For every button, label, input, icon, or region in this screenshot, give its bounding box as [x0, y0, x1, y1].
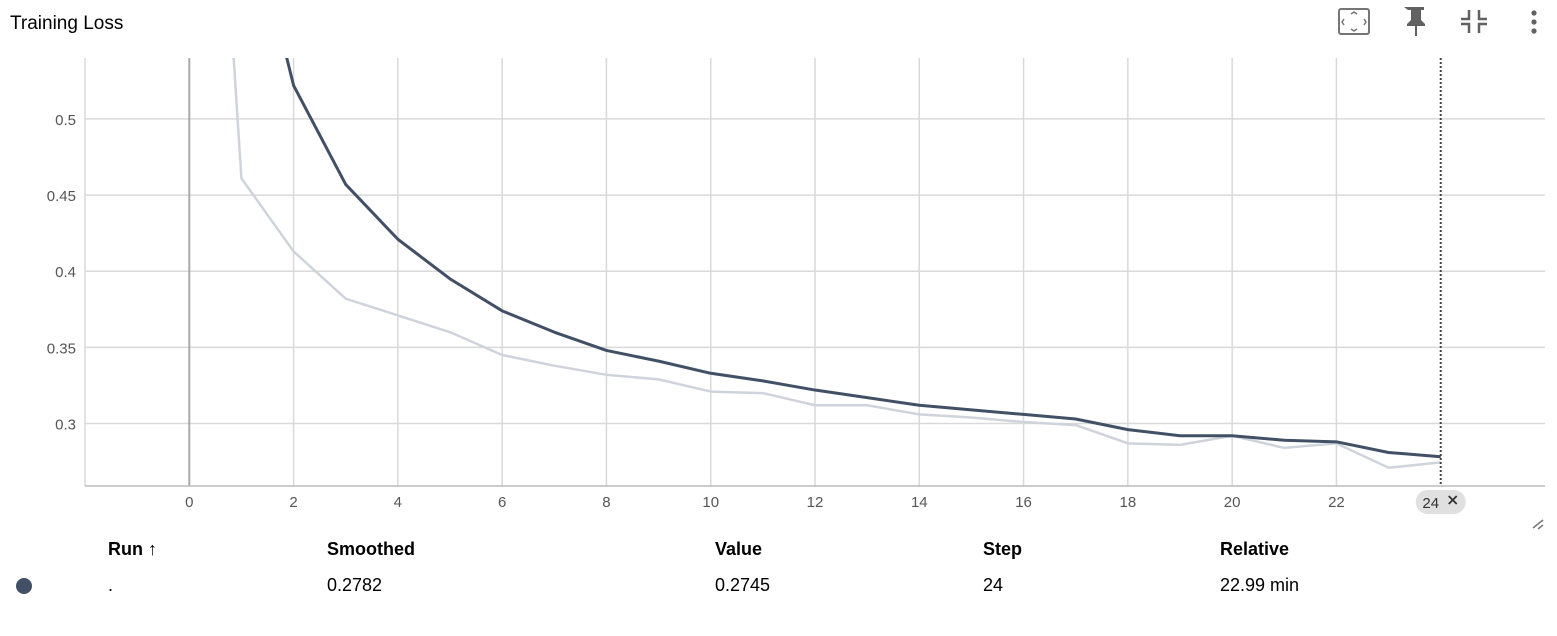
- x-tick-label: 12: [807, 494, 824, 511]
- x-tick-label: 4: [394, 494, 402, 511]
- x-tick-label: 16: [1015, 494, 1032, 511]
- x-tick-label: 10: [702, 494, 719, 511]
- menu-icon[interactable]: [1531, 10, 1537, 34]
- plot: 0.30.350.40.450.50 2 4 6 8 10 12 14 16 18 20 22 24: [47, 58, 1545, 514]
- table-cell: .: [108, 575, 113, 595]
- column-header: Step: [983, 539, 1022, 559]
- column-header: Run ↑: [108, 539, 157, 559]
- resize-handle[interactable]: [1532, 519, 1544, 530]
- x-tick-label: 2: [289, 494, 297, 511]
- series-line: [285, 58, 1441, 459]
- run-color: [16, 578, 32, 594]
- column-header: Value: [715, 539, 762, 559]
- chart-title: Training Loss: [10, 13, 123, 34]
- table-cell: 0.2745: [715, 575, 770, 595]
- x-tick-label: 20: [1224, 494, 1241, 511]
- table-cell: 0.2782: [327, 575, 382, 595]
- column-header: Smoothed: [327, 539, 415, 559]
- x-tick-label: 0: [185, 494, 193, 511]
- x-tick-label: 18: [1120, 494, 1137, 511]
- column-header: Relative: [1220, 539, 1289, 559]
- step-close[interactable]: [1448, 495, 1458, 505]
- table-cell: 24: [983, 575, 1003, 595]
- step-badge: [1415, 490, 1466, 514]
- x-tick-label: 22: [1328, 494, 1345, 511]
- fit-icon[interactable]: [1338, 8, 1370, 35]
- pin-icon[interactable]: [1404, 7, 1425, 36]
- table-cell: 22.99 min: [1220, 575, 1299, 595]
- y-tick-label: 0.4: [55, 264, 76, 281]
- y-tick-label: 0.35: [47, 340, 76, 357]
- y-tick-label: 0.45: [47, 188, 76, 205]
- x-tick-label: 8: [602, 494, 610, 511]
- lines: [232, 58, 1441, 469]
- close-icon: [1448, 495, 1458, 505]
- collapse-icon[interactable]: [1461, 10, 1487, 33]
- step-label: 24: [1422, 495, 1439, 512]
- y-tick-label: 0.3: [55, 417, 76, 434]
- y-tick-label: 0.5: [55, 112, 76, 129]
- x-tick-label: 6: [498, 494, 506, 511]
- run-table: Run ↑ Smoothed Value Step Relative. 0.2782 0.2…: [16, 539, 1299, 595]
- x-tick-label: 14: [911, 494, 928, 511]
